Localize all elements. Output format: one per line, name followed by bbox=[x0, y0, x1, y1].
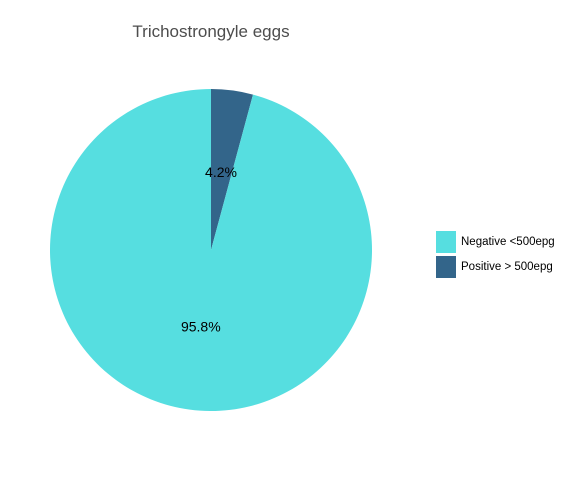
legend: Negative <500epg Positive > 500epg bbox=[436, 230, 555, 280]
pie-slice-positive bbox=[211, 89, 253, 250]
legend-item-positive: Positive > 500epg bbox=[436, 255, 555, 279]
chart-title: Trichostrongyle eggs bbox=[132, 22, 290, 41]
pie-slice-labels: 4.2% 95.8% bbox=[181, 164, 237, 335]
legend-item-negative: Negative <500epg bbox=[436, 230, 555, 254]
pie-slice-negative bbox=[50, 89, 373, 412]
legend-label-negative: Negative <500epg bbox=[461, 236, 555, 248]
slice-label-positive: 4.2% bbox=[205, 164, 237, 180]
pie-slices bbox=[50, 89, 373, 412]
legend-swatch-negative bbox=[436, 231, 456, 253]
legend-label-positive: Positive > 500epg bbox=[461, 261, 553, 273]
slice-label-negative: 95.8% bbox=[181, 319, 221, 335]
legend-swatch-positive bbox=[436, 256, 456, 278]
